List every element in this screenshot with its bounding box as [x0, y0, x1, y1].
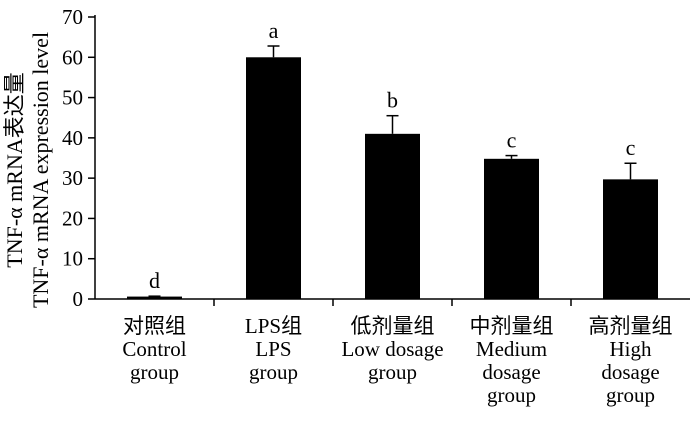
bar [246, 57, 301, 300]
plot-area: 010203040506070d对照组ControlgroupaLPS组LPSg… [62, 5, 690, 407]
x-category-label: 低剂量组 [351, 314, 435, 338]
x-category-label: group [249, 360, 298, 384]
x-category-label: Control [122, 337, 186, 361]
y-tick-label: 60 [62, 45, 83, 69]
y-tick-label: 20 [62, 206, 83, 230]
significance-letter: d [149, 268, 160, 293]
significance-letter: a [269, 18, 279, 43]
x-category-label: High [610, 337, 653, 361]
bar [127, 296, 182, 299]
y-tick-label: 50 [62, 86, 83, 110]
significance-letter: c [507, 128, 517, 153]
bar [603, 179, 658, 299]
x-category-label: dosage [482, 360, 540, 384]
y-tick-label: 40 [62, 126, 83, 150]
significance-letter: b [387, 88, 398, 113]
x-category-label: 高剂量组 [589, 314, 673, 338]
y-tick-label: 70 [62, 5, 83, 29]
x-category-label: Low dosage [341, 337, 443, 361]
x-category-label: 对照组 [123, 314, 186, 338]
x-category-label: group [368, 360, 417, 384]
x-category-label: Medium [476, 337, 547, 361]
x-category-label: group [487, 383, 536, 407]
x-category-label: group [606, 383, 655, 407]
y-tick-label: 30 [62, 166, 83, 190]
y-axis-label-line-2: TNF-α mRNA expression level [28, 32, 53, 308]
y-tick-label: 0 [73, 287, 84, 311]
y-axis-label-line-1: TNF-α mRNA表达量 [2, 72, 27, 267]
y-tick-label: 10 [62, 247, 83, 271]
x-category-label: group [130, 360, 179, 384]
significance-letter: c [626, 135, 636, 160]
bar [484, 158, 539, 299]
x-category-label: LPS组 [245, 314, 302, 338]
x-category-label: LPS [255, 337, 291, 361]
x-category-label: dosage [601, 360, 659, 384]
bar [365, 133, 420, 299]
x-category-label: 中剂量组 [470, 314, 554, 338]
